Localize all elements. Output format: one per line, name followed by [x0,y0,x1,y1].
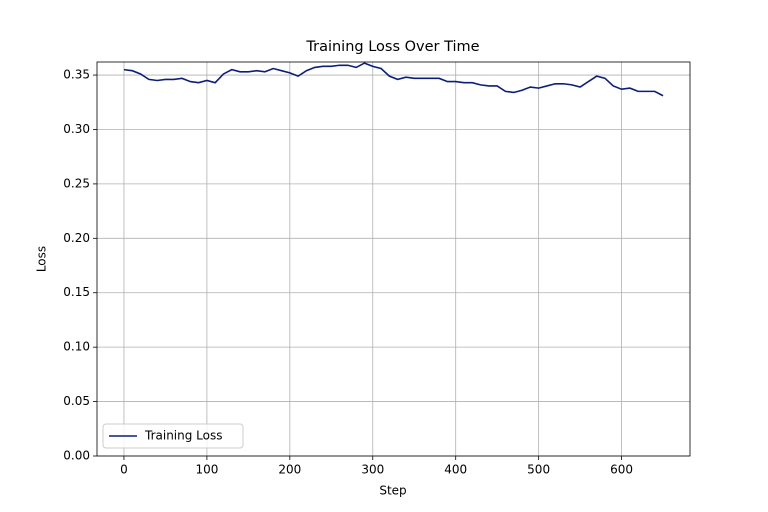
y-tick-label: 0.30 [63,122,90,136]
x-tick-label: 100 [195,463,218,477]
chart-title: Training Loss Over Time [305,39,479,55]
y-tick-label: 0.10 [63,340,90,354]
y-tick-label: 0.00 [63,449,90,463]
legend-box [102,423,244,449]
plot-frame [96,61,691,457]
y-tick-label: 0.15 [63,285,90,299]
y-tick-label: 0.25 [63,176,90,190]
x-tick-label: 600 [610,463,633,477]
x-tick-label: 400 [444,463,467,477]
x-axis-label: Step [379,484,406,498]
y-tick-label: 0.20 [63,231,90,245]
x-tick-label: 200 [278,463,301,477]
x-tick-label: 500 [527,463,550,477]
data-line [123,62,664,97]
y-tick-label: 0.35 [63,68,90,82]
legend-label: Training Loss [144,429,222,443]
x-tick-label: 300 [361,463,384,477]
y-tick-label: 0.05 [63,394,90,408]
y-axis-label: Loss [35,246,49,272]
x-tick-label: 0 [120,463,128,477]
